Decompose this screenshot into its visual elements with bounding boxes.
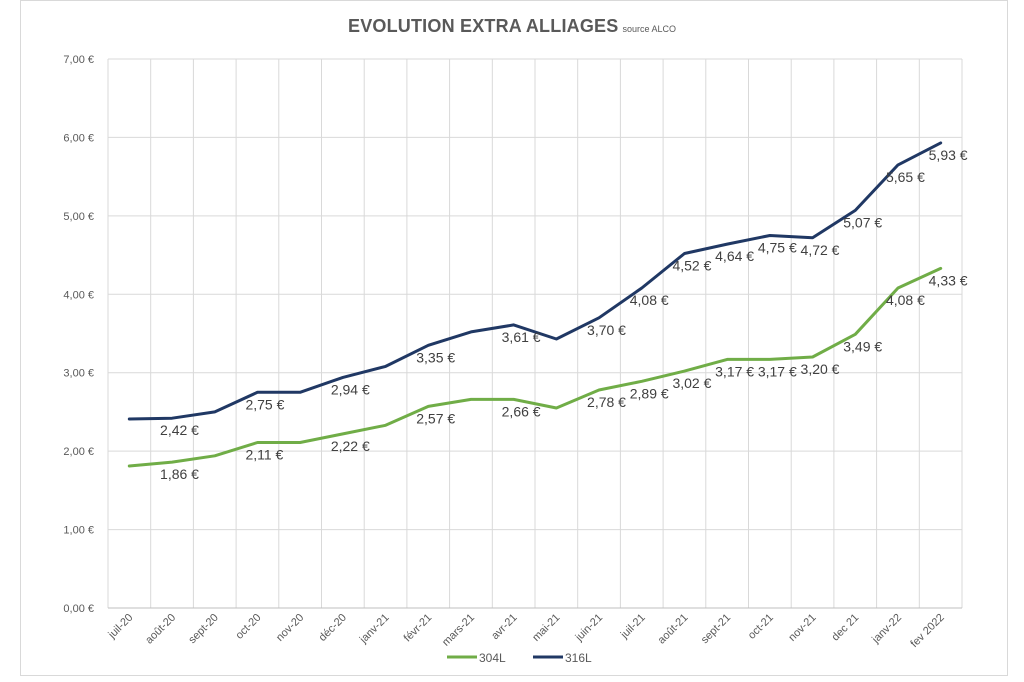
data-labels: 1,86 € 2,11 € 2,22 € 2,57 € 2,66 € 2,78 €2,89… (160, 147, 968, 482)
data-label-316L: 2,75 € (245, 396, 284, 412)
x-tick-label: sept-21 (699, 612, 733, 646)
x-axis: juil-20 août-20 sept-20 oct-20 nov-20 déc-20 j… (106, 607, 962, 650)
y-axis: 0,00 € 1,00 € 2,00 € 3,00 € 4,00 € 5,00 € 6,00… (63, 54, 94, 615)
data-label-304L: 2,89 € (630, 385, 669, 401)
y-tick-label: 3,00 € (63, 368, 94, 380)
y-tick-label: 2,00 € (63, 446, 94, 458)
x-tick-label: sept-20 (186, 612, 220, 646)
data-label-304L: 2,57 € (416, 410, 455, 426)
x-tick-label: juil-20 (106, 612, 136, 642)
data-label-316L: 4,08 € (630, 292, 669, 308)
x-tick-label: mai-21 (530, 612, 562, 644)
x-tick-label: avr-21 (489, 612, 520, 643)
x-tick-label: dec 21 (830, 612, 862, 644)
x-tick-label: août-21 (656, 612, 691, 647)
x-tick-label: nov-21 (786, 612, 818, 644)
data-label-316L: 5,65 € (886, 169, 925, 185)
data-label-304L: 3,49 € (843, 338, 882, 354)
chart-title-block: EVOLUTION EXTRA ALLIAGES source ALCO (0, 16, 1024, 37)
data-label-316L: 4,75 € (758, 239, 797, 255)
chart-subtitle: source ALCO (622, 24, 676, 34)
data-label-304L: 3,02 € (672, 375, 711, 391)
x-tick-label: févr-21 (402, 612, 435, 645)
x-tick-label: janv-22 (869, 612, 904, 647)
data-label-316L: 2,94 € (331, 381, 370, 397)
data-label-316L: 5,93 € (929, 147, 968, 163)
y-tick-label: 1,00 € (63, 525, 94, 537)
data-label-316L: 5,07 € (843, 214, 882, 230)
data-label-316L: 4,64 € (715, 248, 754, 264)
data-label-316L: 2,42 € (160, 422, 199, 438)
x-tick-label: janv-21 (357, 612, 392, 647)
data-label-304L: 4,33 € (929, 272, 968, 288)
series-line-304L (127, 266, 943, 468)
y-tick-label: 6,00 € (63, 132, 94, 144)
x-tick-label: juil-21 (618, 612, 648, 642)
x-tick-label: oct-21 (746, 612, 776, 642)
y-tick-label: 5,00 € (63, 211, 94, 223)
series-lines (127, 141, 943, 468)
data-label-304L: 2,11 € (245, 447, 283, 463)
series-line-316L (127, 141, 943, 421)
y-tick-label: 7,00 € (63, 54, 94, 66)
data-label-316L: 3,70 € (587, 322, 626, 338)
legend-label-304L: 304L (479, 651, 506, 665)
x-tick-label: nov-20 (274, 612, 306, 644)
grid-lines (107, 58, 963, 609)
legend-label-316L: 316L (565, 651, 592, 665)
data-label-316L: 4,52 € (672, 258, 711, 274)
y-tick-label: 4,00 € (63, 289, 94, 301)
data-label-304L: 2,78 € (587, 394, 626, 410)
x-tick-label: août-20 (143, 612, 178, 647)
data-label-316L: 4,72 € (801, 242, 840, 258)
data-label-316L: 3,61 € (502, 329, 541, 345)
data-label-304L: 3,17 € (715, 363, 754, 379)
x-tick-label: oct-20 (233, 612, 263, 642)
legend: 304L 316L (447, 651, 592, 665)
y-tick-label: 0,00 € (63, 603, 94, 615)
data-label-304L: 3,17 € (758, 363, 797, 379)
x-tick-label: juin-21 (573, 612, 606, 645)
data-label-304L: 3,20 € (801, 361, 840, 377)
data-label-304L: 2,22 € (331, 438, 370, 454)
x-tick-label: fev 2022 (908, 612, 946, 650)
chart-title: EVOLUTION EXTRA ALLIAGES (347, 16, 619, 36)
data-label-304L: 4,08 € (886, 292, 925, 308)
data-label-304L: 1,86 € (160, 466, 199, 482)
data-label-304L: 2,66 € (502, 403, 541, 419)
data-label-316L: 3,35 € (416, 349, 455, 365)
x-tick-label: déc-20 (317, 612, 349, 644)
chart-frame (20, 0, 1008, 676)
x-tick-label: mars-21 (440, 612, 477, 649)
